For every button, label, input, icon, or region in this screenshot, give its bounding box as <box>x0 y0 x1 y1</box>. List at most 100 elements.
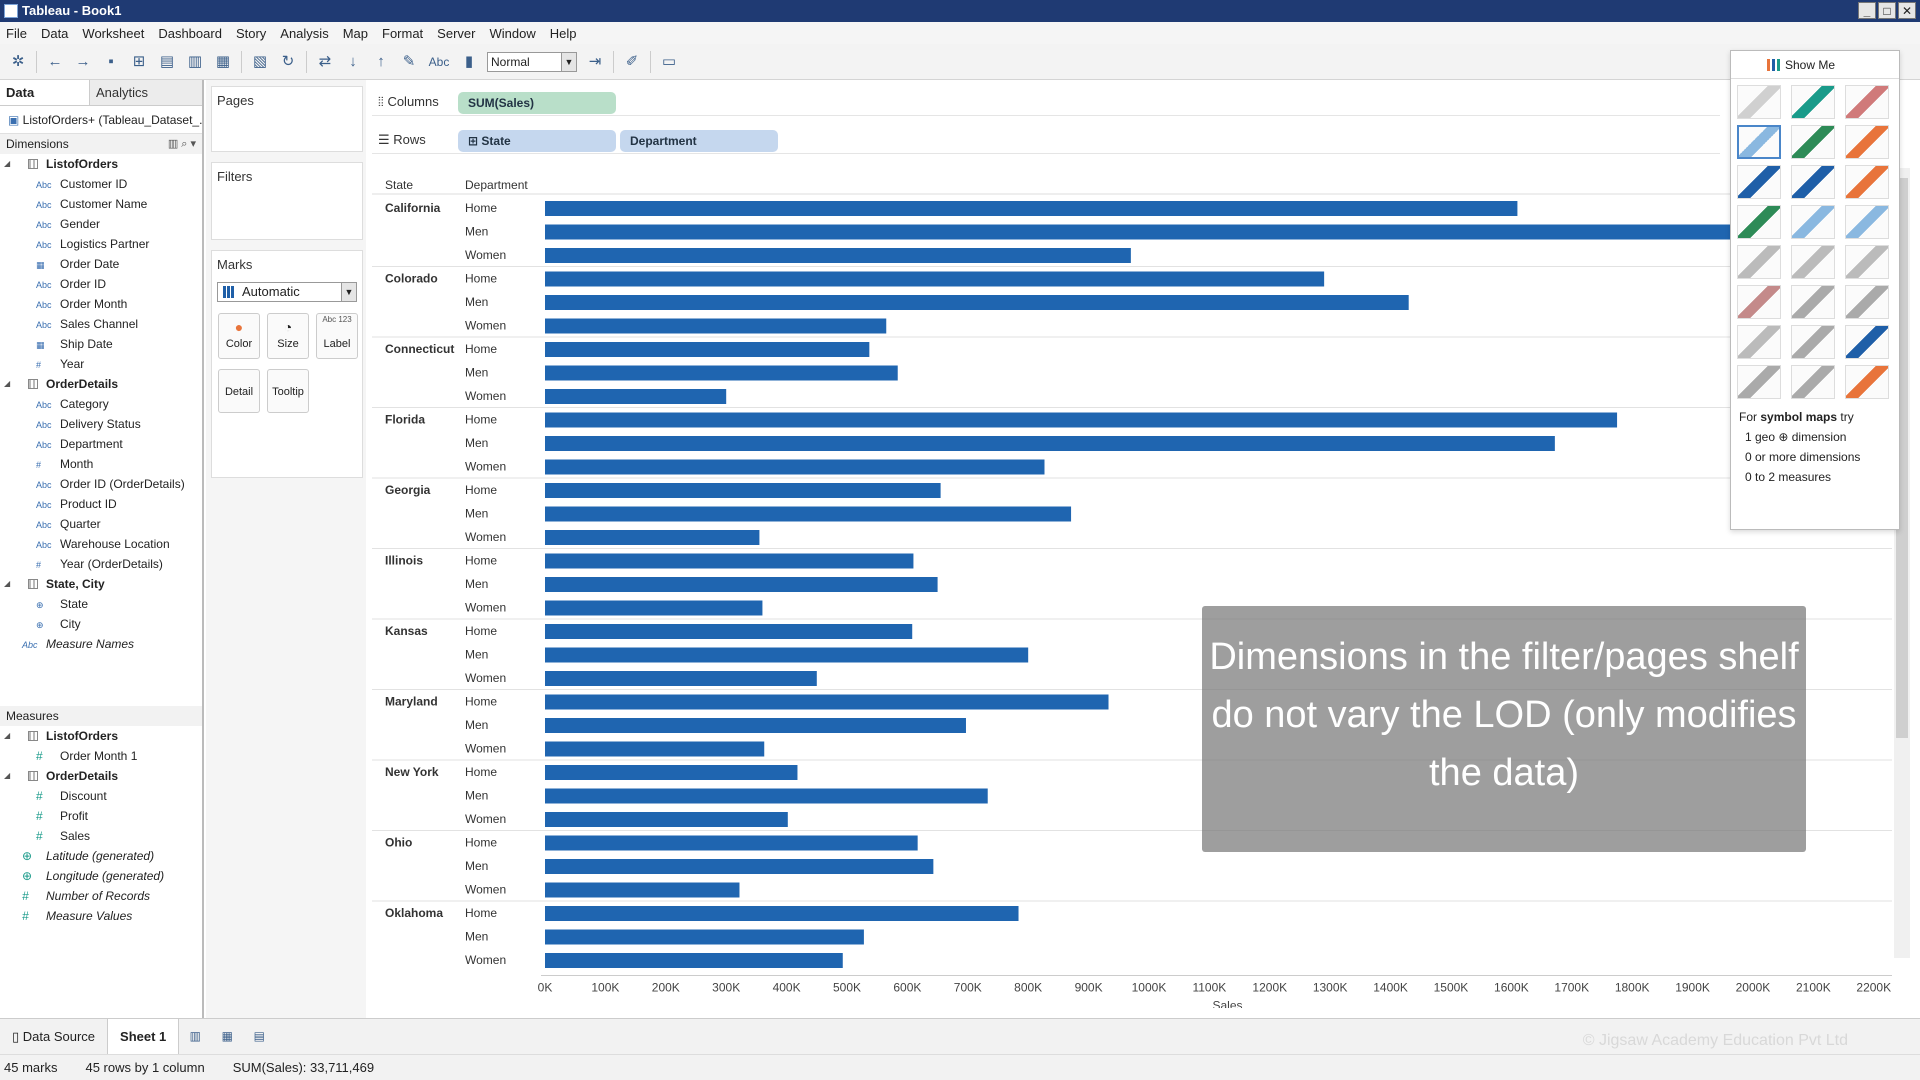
field-logistics-partner[interactable]: Abc Logistics Partner <box>0 234 202 254</box>
discrete-lines-chart-option[interactable] <box>1791 245 1835 279</box>
group-orderdetails[interactable]: ◢ OrderDetails <box>0 374 202 394</box>
box-whisker-chart-option[interactable] <box>1845 325 1889 359</box>
dual-combination-chart-option[interactable] <box>1845 285 1889 319</box>
field-sales-channel[interactable]: Abc Sales Channel <box>0 314 202 334</box>
filled-map-chart-option[interactable] <box>1791 125 1835 159</box>
area-discrete-chart-option[interactable] <box>1791 285 1835 319</box>
pages-shelf[interactable]: Pages <box>211 86 363 152</box>
circle-views-chart-option[interactable] <box>1791 205 1835 239</box>
group-state-city[interactable]: ◢ State, City <box>0 574 202 594</box>
menu-analysis[interactable]: Analysis <box>280 25 329 41</box>
pause-updates-icon[interactable]: ▧ <box>252 52 268 70</box>
field-discount[interactable]: # Discount <box>0 786 202 806</box>
new-dashboard-icon[interactable]: ▦ <box>221 1028 233 1043</box>
datasource-item[interactable]: ▣ ListofOrders+ (Tableau_Dataset_... <box>0 106 202 134</box>
field-department[interactable]: Abc Department <box>0 434 202 454</box>
pin-icon[interactable]: ⇥ <box>588 52 602 70</box>
treemap-chart-option[interactable] <box>1737 205 1781 239</box>
undo-icon[interactable]: ← <box>47 52 63 70</box>
minimize-button[interactable]: _ <box>1858 2 1876 19</box>
search-icon[interactable]: ▥ ⌕ ▾ <box>167 138 196 150</box>
field-profit[interactable]: # Profit <box>0 806 202 826</box>
duplicate-sheet-icon[interactable]: ▥ <box>187 52 203 70</box>
new-story-icon[interactable]: ▤ <box>253 1028 265 1043</box>
field-gender[interactable]: Abc Gender <box>0 214 202 234</box>
field-order-date[interactable]: ▦ Order Date <box>0 254 202 274</box>
field-customer-name[interactable]: Abc Customer Name <box>0 194 202 214</box>
tab-analytics[interactable]: Analytics <box>90 80 202 105</box>
menu-dashboard[interactable]: Dashboard <box>158 25 222 41</box>
field-ship-date[interactable]: ▦ Ship Date <box>0 334 202 354</box>
group-listoforders[interactable]: ◢ ListofOrders <box>0 154 202 174</box>
symbol-map-chart-option[interactable] <box>1737 125 1781 159</box>
menu-help[interactable]: Help <box>549 25 577 41</box>
new-worksheet-icon[interactable]: ▥ <box>189 1028 201 1043</box>
heat-map-chart-option[interactable] <box>1791 85 1835 119</box>
new-datasource-icon[interactable]: ⊞ <box>132 52 146 70</box>
field-longitude-generated[interactable]: ⊕ Longitude (generated) <box>0 866 202 886</box>
expand-icon[interactable]: ◢ <box>4 731 11 740</box>
gantt-chart-option[interactable] <box>1737 365 1781 399</box>
tooltip-button[interactable]: Tooltip <box>267 369 309 413</box>
refresh-icon[interactable]: ↻ <box>281 52 295 70</box>
detail-button[interactable]: Detail <box>218 369 260 413</box>
datasource-tab[interactable]: ▯ Data Source <box>12 1028 96 1044</box>
menu-data[interactable]: Data <box>40 25 69 41</box>
text-table-chart-option[interactable] <box>1737 85 1781 119</box>
bullet-chart-option[interactable] <box>1791 365 1835 399</box>
dual-lines-chart-option[interactable] <box>1845 245 1889 279</box>
size-button[interactable]: ◔ Size <box>267 313 309 359</box>
side-by-side-circles-chart-option[interactable] <box>1845 205 1889 239</box>
expand-icon[interactable]: ◢ <box>4 771 11 780</box>
filters-shelf[interactable]: Filters <box>211 162 363 240</box>
close-button[interactable]: ✕ <box>1898 2 1916 19</box>
field-delivery-status[interactable]: Abc Delivery Status <box>0 414 202 434</box>
field-warehouse-location[interactable]: Abc Warehouse Location <box>0 534 202 554</box>
label-button[interactable]: Abc 123 Label <box>316 313 358 359</box>
field-customer-id[interactable]: Abc Customer ID <box>0 174 202 194</box>
group-orderdetails[interactable]: ◢ OrderDetails <box>0 766 202 786</box>
sheet-tab[interactable]: Sheet 1 <box>107 1018 180 1055</box>
field-latitude-generated[interactable]: ⊕ Latitude (generated) <box>0 846 202 866</box>
save-icon[interactable]: ▪ <box>108 52 114 70</box>
columns-pill-sum-sales[interactable]: SUM(Sales) <box>458 92 616 114</box>
sort-descending-icon[interactable]: ↑ <box>377 52 385 70</box>
show-me-header[interactable]: Show Me <box>1731 51 1899 79</box>
chart-type-icon[interactable]: ▮ <box>464 52 474 70</box>
side-by-side-bars-chart-option[interactable] <box>1845 165 1889 199</box>
rows-pill-department[interactable]: Department <box>620 130 778 152</box>
highlight-table-chart-option[interactable] <box>1845 85 1889 119</box>
field-city[interactable]: ⊕ City <box>0 614 202 634</box>
field-order-id-orderdetails[interactable]: Abc Order ID (OrderDetails) <box>0 474 202 494</box>
color-button[interactable]: ● Color <box>218 313 260 359</box>
fit-select[interactable]: Normal ▼ <box>487 51 577 72</box>
sort-ascending-icon[interactable]: ↓ <box>349 52 357 70</box>
menu-file[interactable]: File <box>6 25 27 41</box>
field-order-id[interactable]: Abc Order ID <box>0 274 202 294</box>
field-measure-values[interactable]: # Measure Values <box>0 906 202 926</box>
tab-data[interactable]: Data <box>0 80 90 105</box>
field-number-of-records[interactable]: # Number of Records <box>0 886 202 906</box>
menu-window[interactable]: Window <box>489 25 536 41</box>
presentation-mode-icon[interactable]: ▭ <box>661 52 677 70</box>
rows-pill-state[interactable]: ⊞ State <box>458 130 616 152</box>
field-sales[interactable]: # Sales <box>0 826 202 846</box>
horizontal-bars-chart-option[interactable] <box>1737 165 1781 199</box>
expand-icon[interactable]: ◢ <box>4 159 11 168</box>
mark-type-select[interactable]: Automatic ▼ <box>217 282 357 302</box>
columns-shelf[interactable]: ⦙⦙ Columns SUM(Sales) <box>372 88 1720 116</box>
field-year-orderdetails[interactable]: # Year (OrderDetails) <box>0 554 202 574</box>
field-month[interactable]: # Month <box>0 454 202 474</box>
histogram-chart-option[interactable] <box>1791 325 1835 359</box>
packed-bubbles-chart-option[interactable] <box>1845 365 1889 399</box>
field-year[interactable]: # Year <box>0 354 202 374</box>
menu-worksheet[interactable]: Worksheet <box>82 25 145 41</box>
field-order-month-1[interactable]: # Order Month 1 <box>0 746 202 766</box>
format-icon[interactable]: ✐ <box>625 52 639 70</box>
field-category[interactable]: Abc Category <box>0 394 202 414</box>
menu-story[interactable]: Story <box>235 25 267 41</box>
scatter-plot-chart-option[interactable] <box>1737 325 1781 359</box>
menu-map[interactable]: Map <box>342 25 368 41</box>
field-product-id[interactable]: Abc Product ID <box>0 494 202 514</box>
pie-chart-chart-option[interactable] <box>1845 125 1889 159</box>
